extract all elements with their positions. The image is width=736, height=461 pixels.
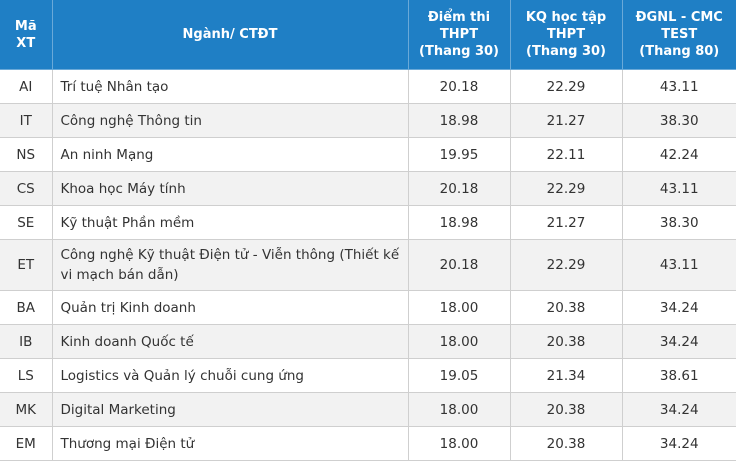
table-row: MK Digital Marketing 18.00 20.38 34.24	[0, 392, 736, 427]
table-header: Mã XT Ngành/ CTĐT Điểm thi THPT (Thang 3…	[0, 0, 736, 70]
dgnl-score: 34.24	[622, 324, 736, 359]
table-body: AI Trí tuệ Nhân tạo 20.18 22.29 43.11 IT…	[0, 69, 736, 461]
table-row: EM Thương mại Điện tử 18.00 20.38 34.24	[0, 426, 736, 461]
transcript-score: 22.11	[510, 137, 623, 172]
thpt-score: 20.18	[408, 171, 511, 206]
program-code: SE	[0, 205, 53, 240]
program-code: LS	[0, 358, 53, 393]
header-transcript-score: KQ học tập THPT (Thang 30)	[510, 0, 623, 70]
thpt-score: 18.98	[408, 103, 511, 138]
program-name: Digital Marketing	[52, 392, 409, 427]
thpt-score: 18.00	[408, 290, 511, 325]
table-row: SE Kỹ thuật Phần mềm 18.98 21.27 38.30	[0, 205, 736, 240]
program-name: Thương mại Điện tử	[52, 426, 409, 461]
program-name: Trí tuệ Nhân tạo	[52, 69, 409, 104]
header-row: Mã XT Ngành/ CTĐT Điểm thi THPT (Thang 3…	[0, 0, 736, 70]
program-name: Công nghệ Thông tin	[52, 103, 409, 138]
program-code: MK	[0, 392, 53, 427]
program-name: Kỹ thuật Phần mềm	[52, 205, 409, 240]
transcript-score: 21.27	[510, 103, 623, 138]
program-code: AI	[0, 69, 53, 104]
program-code: ET	[0, 239, 53, 291]
program-name: Quản trị Kinh doanh	[52, 290, 409, 325]
dgnl-score: 43.11	[622, 239, 736, 291]
dgnl-score: 43.11	[622, 171, 736, 206]
table-row: BA Quản trị Kinh doanh 18.00 20.38 34.24	[0, 290, 736, 325]
transcript-score: 20.38	[510, 392, 623, 427]
header-code: Mã XT	[0, 0, 53, 70]
table-row: LS Logistics và Quản lý chuỗi cung ứng 1…	[0, 358, 736, 393]
transcript-score: 20.38	[510, 290, 623, 325]
program-name: Công nghệ Kỹ thuật Điện tử - Viễn thông …	[52, 239, 409, 291]
table-row: IT Công nghệ Thông tin 18.98 21.27 38.30	[0, 103, 736, 138]
transcript-score: 20.38	[510, 426, 623, 461]
header-dgnl-score: ĐGNL - CMC TEST (Thang 80)	[622, 0, 736, 70]
thpt-score: 19.95	[408, 137, 511, 172]
transcript-score: 22.29	[510, 239, 623, 291]
thpt-score: 18.00	[408, 426, 511, 461]
program-code: CS	[0, 171, 53, 206]
dgnl-score: 38.61	[622, 358, 736, 393]
thpt-score: 19.05	[408, 358, 511, 393]
table-row: IB Kinh doanh Quốc tế 18.00 20.38 34.24	[0, 324, 736, 359]
program-name: An ninh Mạng	[52, 137, 409, 172]
header-thpt-score: Điểm thi THPT (Thang 30)	[408, 0, 511, 70]
thpt-score: 20.18	[408, 239, 511, 291]
dgnl-score: 43.11	[622, 69, 736, 104]
thpt-score: 20.18	[408, 69, 511, 104]
transcript-score: 21.27	[510, 205, 623, 240]
table-row: ET Công nghệ Kỹ thuật Điện tử - Viễn thô…	[0, 239, 736, 291]
program-name: Kinh doanh Quốc tế	[52, 324, 409, 359]
thpt-score: 18.98	[408, 205, 511, 240]
program-code: EM	[0, 426, 53, 461]
transcript-score: 21.34	[510, 358, 623, 393]
dgnl-score: 38.30	[622, 205, 736, 240]
program-name: Logistics và Quản lý chuỗi cung ứng	[52, 358, 409, 393]
program-code: IT	[0, 103, 53, 138]
program-name: Khoa học Máy tính	[52, 171, 409, 206]
table-row: CS Khoa học Máy tính 20.18 22.29 43.11	[0, 171, 736, 206]
table-row: AI Trí tuệ Nhân tạo 20.18 22.29 43.11	[0, 69, 736, 104]
transcript-score: 20.38	[510, 324, 623, 359]
dgnl-score: 34.24	[622, 290, 736, 325]
transcript-score: 22.29	[510, 171, 623, 206]
thpt-score: 18.00	[408, 392, 511, 427]
dgnl-score: 38.30	[622, 103, 736, 138]
header-program: Ngành/ CTĐT	[52, 0, 409, 70]
dgnl-score: 34.24	[622, 392, 736, 427]
table-row: NS An ninh Mạng 19.95 22.11 42.24	[0, 137, 736, 172]
program-code: NS	[0, 137, 53, 172]
program-code: BA	[0, 290, 53, 325]
dgnl-score: 42.24	[622, 137, 736, 172]
dgnl-score: 34.24	[622, 426, 736, 461]
thpt-score: 18.00	[408, 324, 511, 359]
transcript-score: 22.29	[510, 69, 623, 104]
program-code: IB	[0, 324, 53, 359]
